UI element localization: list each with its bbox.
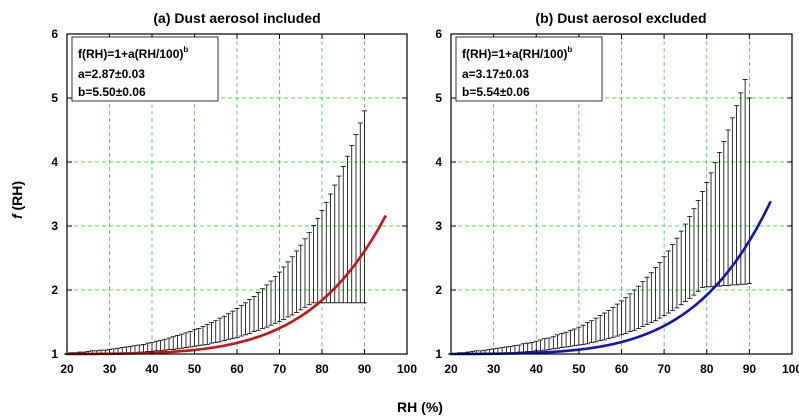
- fit-line: [451, 200, 772, 356]
- y-tick-label: 6: [435, 27, 442, 41]
- x-tick-label: 20: [60, 362, 74, 376]
- x-tick-label: 60: [230, 362, 244, 376]
- y-tick-label: 3: [435, 219, 442, 233]
- x-tick-label: 70: [657, 362, 671, 376]
- x-tick-label: 100: [782, 362, 799, 376]
- y-tick-label: 5: [435, 91, 442, 105]
- panel-a-ticks: 20 30 40 50 60 70 80 90 100 1 2 3 4 5 6: [51, 27, 417, 376]
- y-tick-label: 6: [51, 27, 58, 41]
- x-tick-label: 90: [358, 362, 372, 376]
- fit-line: [67, 214, 387, 356]
- y-tick-label: 1: [435, 347, 442, 361]
- x-tick-label: 100: [397, 362, 417, 376]
- panel-a-equation-frame: [71, 36, 219, 102]
- panel-b-title: (b) Dust aerosol excluded: [535, 10, 706, 26]
- x-tick-label: 80: [700, 362, 714, 376]
- panel-b-fit-curve: [451, 200, 772, 356]
- x-tick-label: 70: [273, 362, 287, 376]
- panel-a-equation: f(RH)=1+a(RH/100)b: [78, 45, 188, 61]
- panel-a-param-a: a=2.87±0.03: [78, 67, 145, 81]
- y-tick-label: 1: [51, 347, 58, 361]
- y-tick-label: 4: [51, 155, 58, 169]
- y-tick-label: 5: [51, 91, 58, 105]
- panel-a-title: (a) Dust aerosol included: [153, 10, 320, 26]
- y-tick-label: 2: [51, 283, 58, 297]
- y-axis-label: f (RH): [9, 181, 25, 219]
- panel-b-equation: f(RH)=1+a(RH/100)b: [462, 45, 572, 61]
- x-axis-label: RH (%): [397, 399, 443, 415]
- panel-b-param-b: b=5.54±0.06: [462, 85, 530, 99]
- y-axis-label-italic: f: [9, 213, 25, 219]
- panel-a-equation-exponent: b: [183, 45, 188, 54]
- panel-b-equation-box: f(RH)=1+a(RH/100)b a=3.17±0.03 b=5.54±0.…: [455, 36, 603, 102]
- panel-a: (a) Dust aerosol included 20 30 40 50 60 70 80…: [51, 10, 417, 376]
- y-axis-label-rest: (RH): [9, 181, 25, 214]
- panel-b-param-a: a=3.17±0.03: [462, 67, 529, 81]
- panel-b: (b) Dust aerosol excluded 20 30 40 50 60 70 80…: [435, 10, 799, 376]
- panel-b-equation-base: f(RH)=1+a(RH/100): [462, 47, 567, 61]
- y-tick-label: 3: [51, 219, 58, 233]
- x-tick-label: 60: [615, 362, 629, 376]
- panel-a-param-b: b=5.50±0.06: [78, 85, 146, 99]
- y-tick-label: 2: [435, 283, 442, 297]
- panel-a-equation-box: f(RH)=1+a(RH/100)b a=2.87±0.03 b=5.50±0.…: [71, 36, 219, 102]
- x-tick-label: 50: [572, 362, 586, 376]
- x-tick-label: 30: [487, 362, 501, 376]
- x-tick-label: 80: [315, 362, 329, 376]
- x-tick-label: 90: [743, 362, 757, 376]
- x-tick-label: 40: [530, 362, 544, 376]
- panel-b-equation-exponent: b: [567, 45, 572, 54]
- x-tick-label: 30: [103, 362, 117, 376]
- x-tick-label: 50: [188, 362, 202, 376]
- panel-a-fit-curve: [67, 214, 387, 356]
- x-tick-label: 20: [444, 362, 458, 376]
- panel-a-errorbars: [64, 110, 367, 356]
- panel-a-equation-base: f(RH)=1+a(RH/100): [78, 47, 183, 61]
- y-tick-label: 4: [435, 155, 442, 169]
- panel-b-equation-frame: [455, 36, 603, 102]
- panel-b-ticks: 20 30 40 50 60 70 80 90 100 1 2 3 4 5 6: [435, 27, 799, 376]
- x-tick-label: 40: [145, 362, 159, 376]
